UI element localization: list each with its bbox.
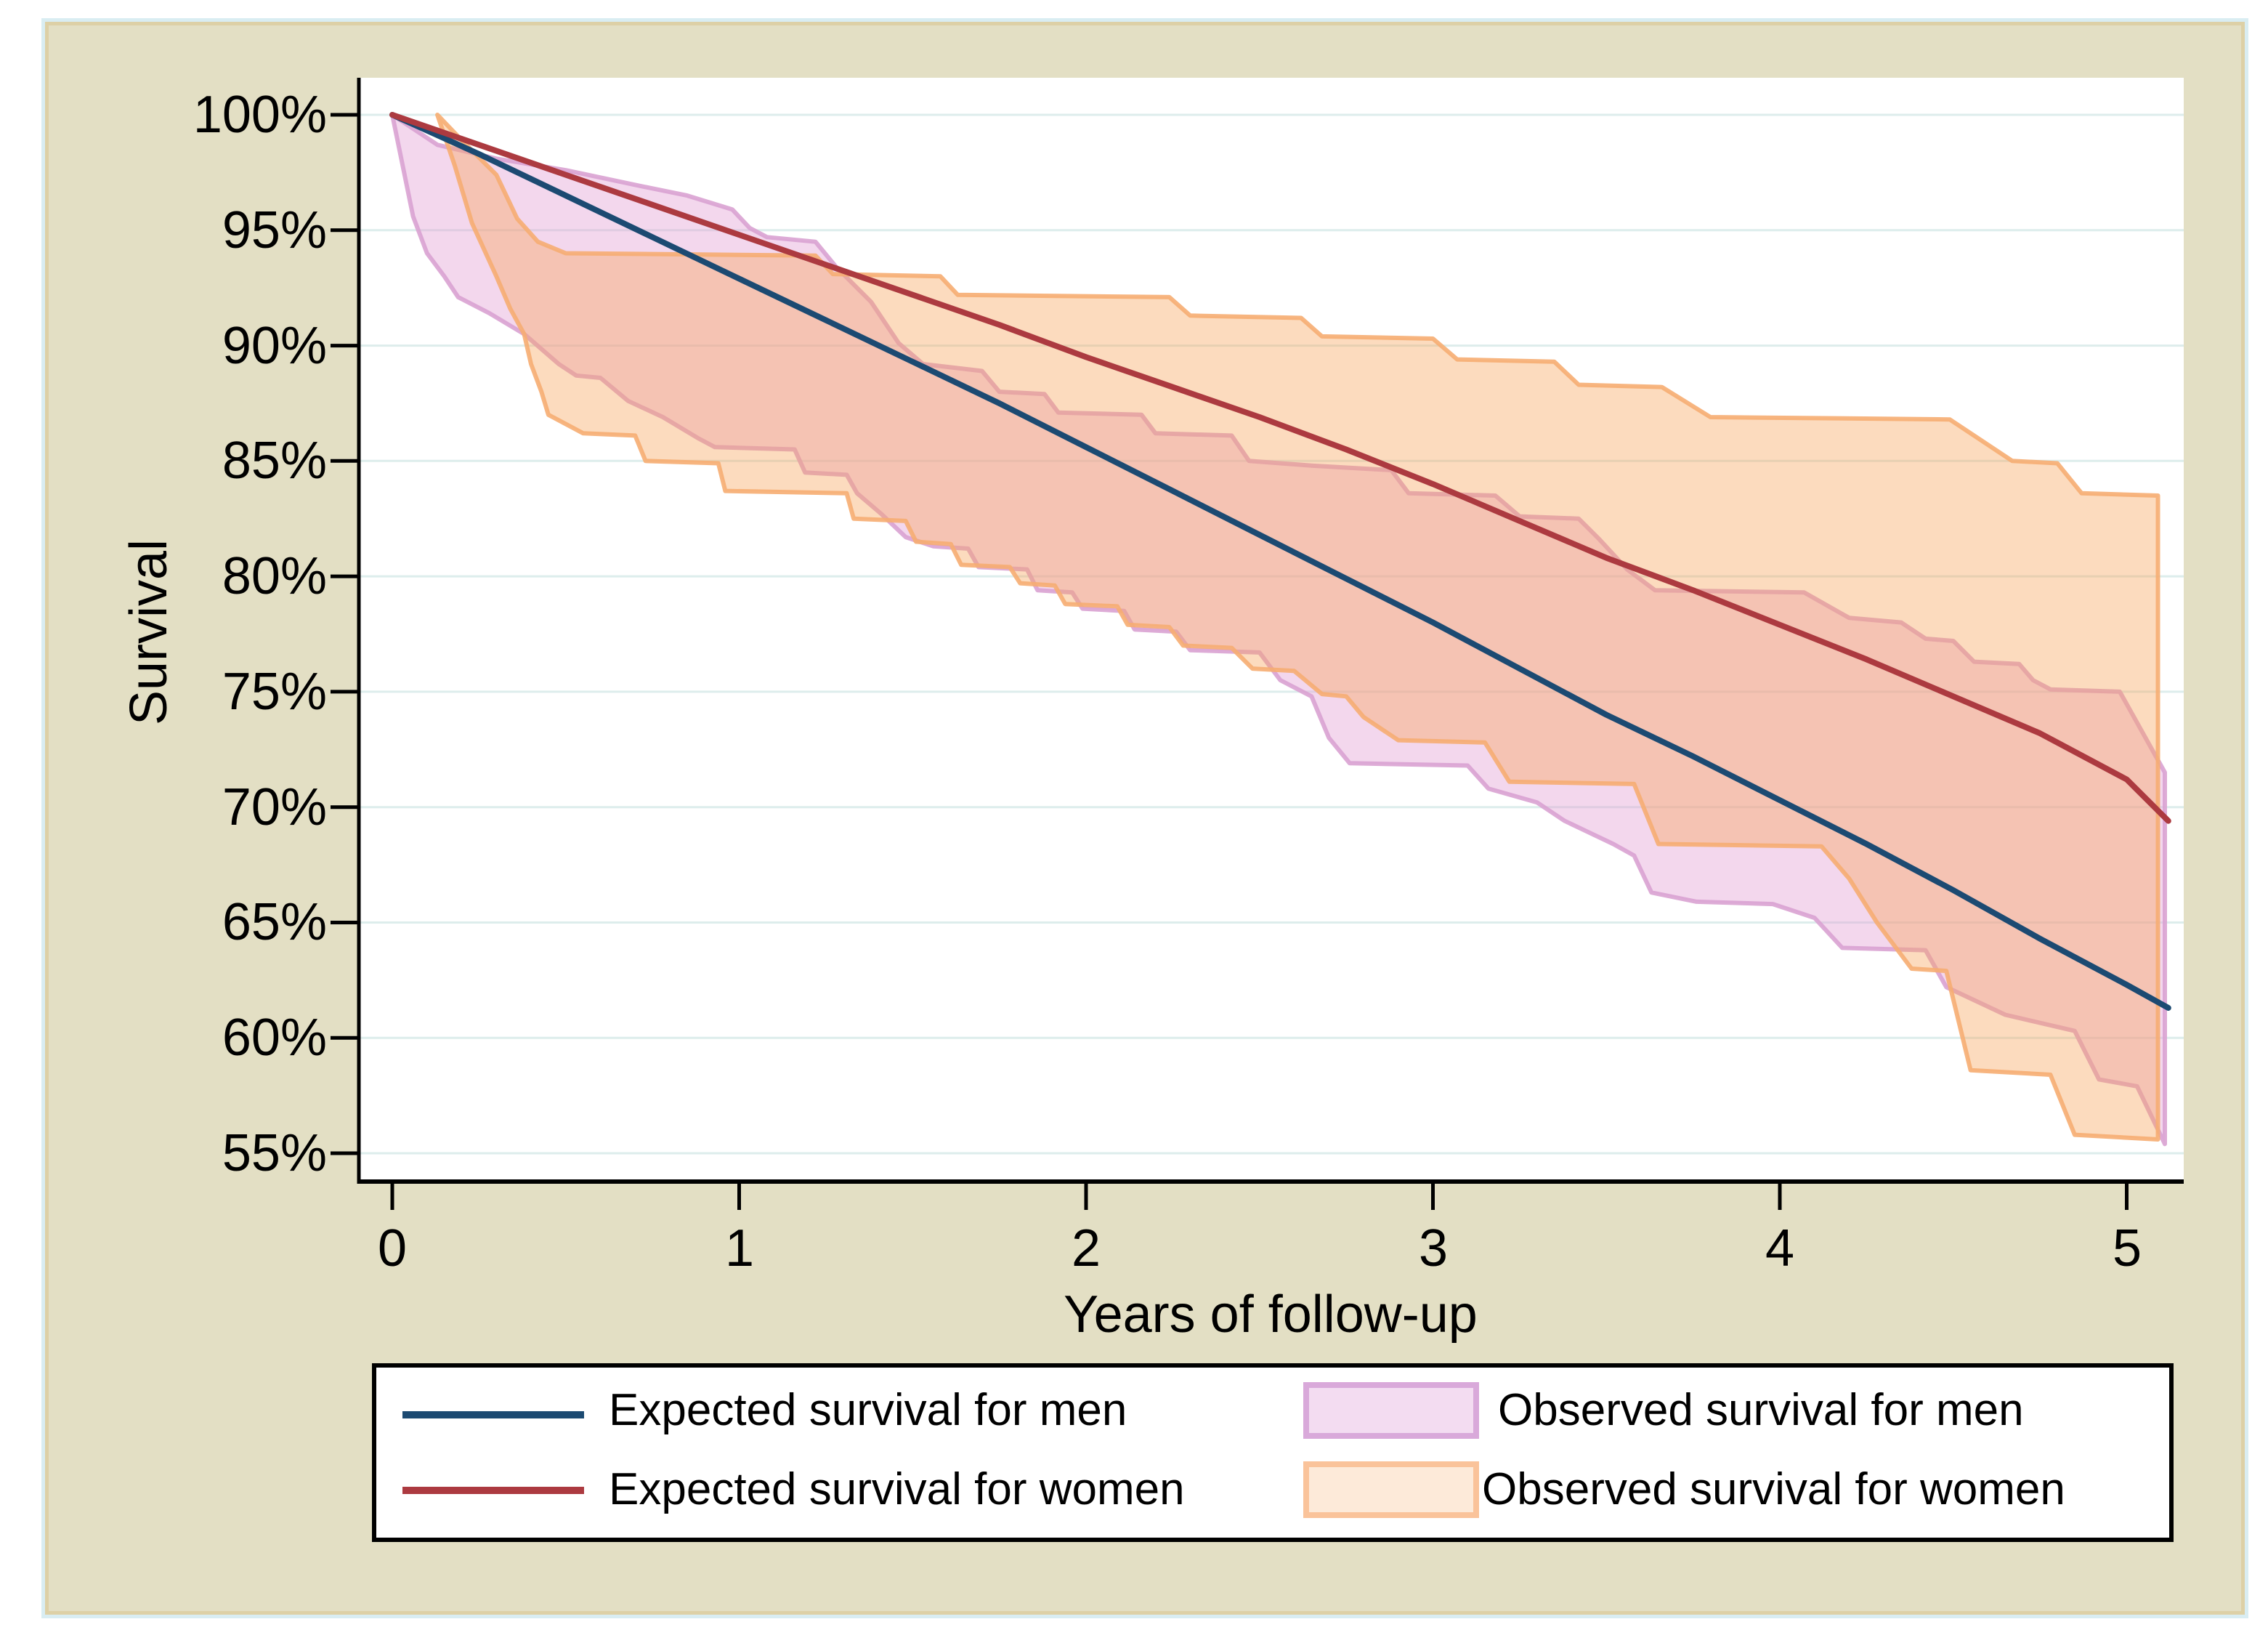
expected-men-line-key (402, 1411, 584, 1418)
observed-women-swatch (1303, 1461, 1479, 1518)
legend: Expected survival for men Observed survi… (372, 1363, 2174, 1542)
band-observed-survival-for-women (435, 113, 2160, 1142)
legend-label-expected-men: Expected survival for men (609, 1385, 1127, 1435)
legend-label-expected-women: Expected survival for women (609, 1464, 1185, 1514)
legend-label-observed-men: Observed survival for men (1498, 1385, 2024, 1435)
observed-men-swatch (1303, 1382, 1479, 1439)
legend-label-observed-women: Observed survival for women (1482, 1464, 2065, 1514)
x-axis-title: Years of follow-up (1064, 1285, 1478, 1344)
y-axis-title: Survival (120, 538, 178, 726)
expected-women-line-key (402, 1487, 584, 1494)
plot-area (357, 78, 2184, 1181)
line-expected-survival-for-women (389, 112, 2171, 824)
line-expected-survival-for-men (389, 112, 2171, 1011)
